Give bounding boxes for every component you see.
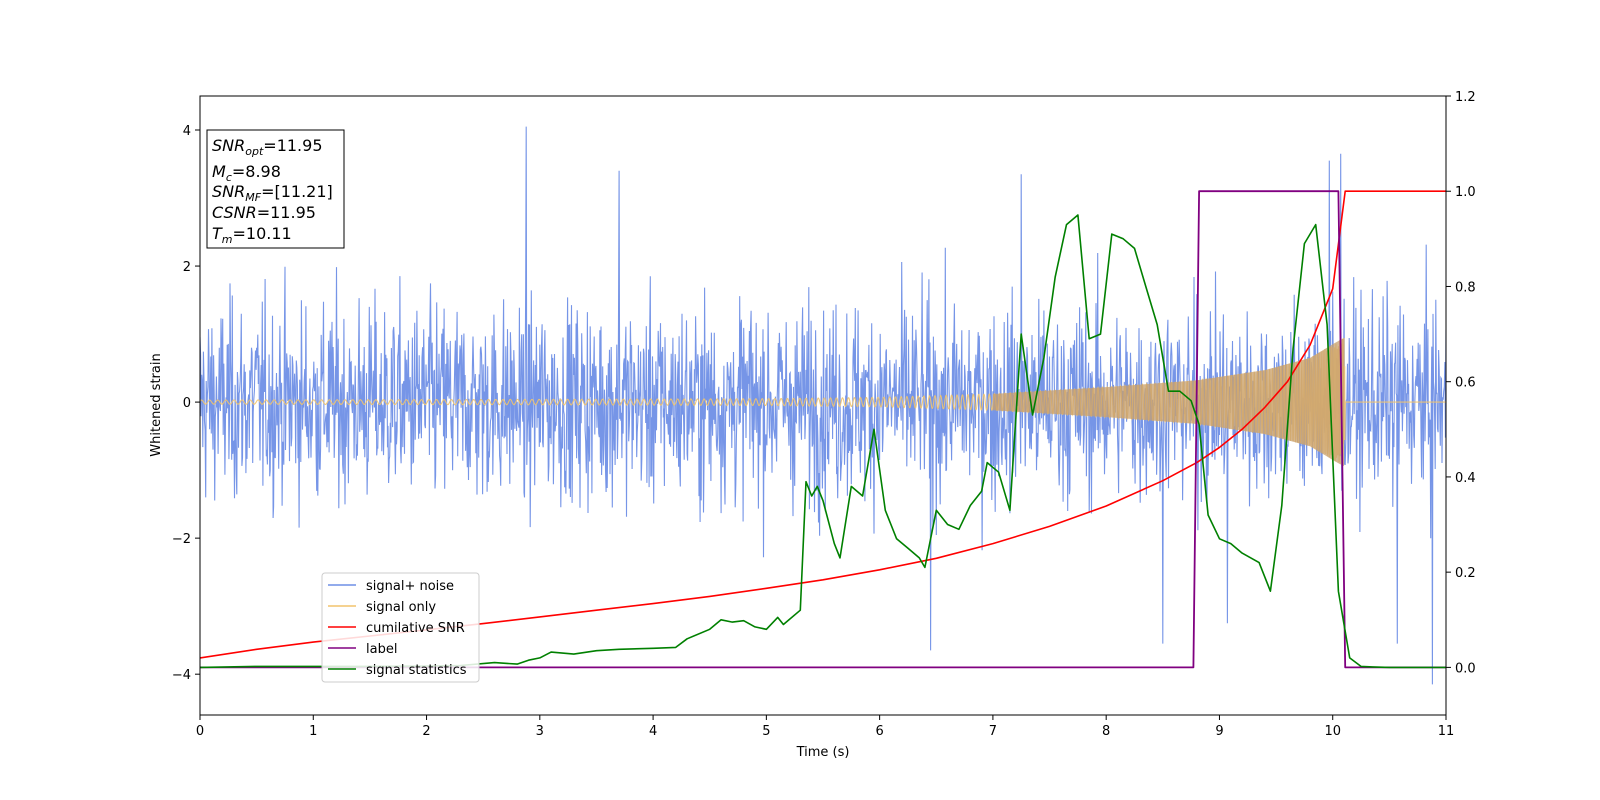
x-tick-label: 2 bbox=[422, 724, 430, 739]
x-tick-label: 1 bbox=[309, 724, 317, 739]
y-left-tick-label: 2 bbox=[183, 260, 191, 275]
x-tick-label: 10 bbox=[1324, 724, 1341, 739]
legend-label: cumilative SNR bbox=[366, 621, 465, 636]
legend-label: label bbox=[366, 642, 397, 657]
x-tick-label: 5 bbox=[762, 724, 770, 739]
info-line-value: =11.95 bbox=[263, 136, 322, 155]
legend-label: signal+ noise bbox=[366, 579, 454, 594]
y-axis-label: Whitened strain bbox=[149, 353, 164, 456]
info-line-main: SNR bbox=[212, 136, 245, 155]
info-line-main: T bbox=[212, 224, 223, 243]
info-line-main: SNR bbox=[212, 182, 245, 201]
x-tick-label: 4 bbox=[649, 724, 657, 739]
info-line-sub: m bbox=[222, 233, 233, 246]
info-line-main: M bbox=[212, 162, 226, 181]
y-right-tick-label: 0.4 bbox=[1455, 471, 1476, 486]
info-box: SNRopt=11.95 Mc=8.98 SNRMF=[11.21] CSNR=11.… bbox=[206, 129, 345, 249]
info-line-sub: opt bbox=[245, 145, 264, 158]
x-tick-label: 0 bbox=[196, 724, 204, 739]
axis-ticks: 0 1 2 3 4 5 6 7 8 9 10 11 −4 −2 0 2 4 0.0 0.2 0.4 0.6 0.8 1.0 1… bbox=[172, 90, 1476, 739]
y-right-tick-label: 0.2 bbox=[1455, 566, 1476, 581]
info-box-text: SNRopt=11.95 Mc=8.98 SNRMF=[11.21] CSNR=11.… bbox=[212, 136, 333, 246]
series-signal-statistics bbox=[200, 214, 1446, 669]
legend-frame bbox=[321, 572, 480, 683]
info-line-value: =[11.21] bbox=[261, 182, 333, 201]
info-line-value: =11.95 bbox=[257, 203, 316, 222]
x-tick-label: 8 bbox=[1102, 724, 1110, 739]
x-tick-label: 9 bbox=[1215, 724, 1223, 739]
y-left-tick-label: −4 bbox=[172, 668, 191, 683]
y-right-tick-label: 0.8 bbox=[1455, 280, 1476, 295]
axes-frame bbox=[199, 95, 1447, 716]
info-box-frame bbox=[206, 129, 345, 249]
y-left-tick-label: 4 bbox=[183, 124, 191, 139]
y-left-tick-label: 0 bbox=[183, 396, 191, 411]
info-line-value: =10.11 bbox=[233, 224, 292, 243]
y-right-tick-label: 0.0 bbox=[1455, 661, 1476, 676]
legend-label: signal statistics bbox=[366, 663, 467, 678]
series-signal-envelope bbox=[992, 338, 1345, 467]
info-line-main: CSNR bbox=[212, 203, 257, 222]
x-axis-label: Time (s) bbox=[796, 745, 850, 760]
x-tick-label: 7 bbox=[989, 724, 997, 739]
series-label bbox=[200, 190, 1446, 669]
info-line-sub: MF bbox=[245, 191, 261, 204]
y-right-tick-label: 0.6 bbox=[1455, 376, 1476, 391]
y-right-tick-label: 1.0 bbox=[1455, 185, 1476, 200]
info-line-sub: c bbox=[226, 171, 232, 184]
x-tick-label: 6 bbox=[875, 724, 883, 739]
y-left-tick-label: −2 bbox=[172, 532, 191, 547]
x-tick-label: 3 bbox=[536, 724, 544, 739]
legend: signal+ noise signal only cumilative SNR la… bbox=[321, 572, 480, 683]
info-line-value: =8.98 bbox=[232, 162, 281, 181]
legend-label: signal only bbox=[366, 600, 436, 615]
x-tick-label: 11 bbox=[1438, 724, 1455, 739]
y-right-tick-label: 1.2 bbox=[1455, 90, 1476, 105]
